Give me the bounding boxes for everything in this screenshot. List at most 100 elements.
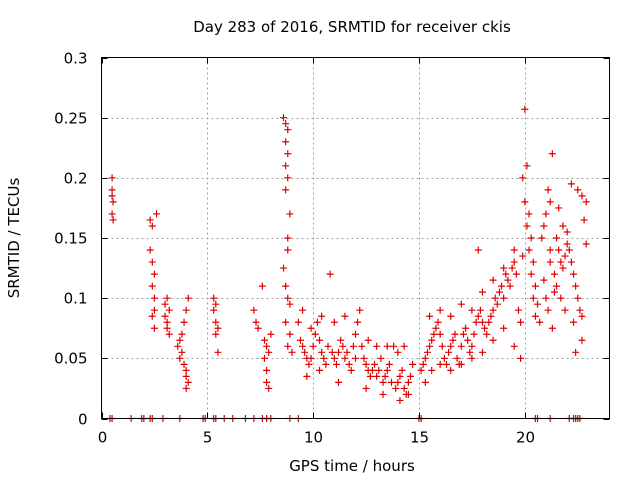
data-point <box>335 348 343 356</box>
data-point <box>578 192 586 200</box>
data-point <box>542 294 550 302</box>
data-point <box>150 324 158 332</box>
data-point <box>341 312 349 320</box>
data-point <box>150 306 158 314</box>
data-point <box>280 264 288 272</box>
data-point <box>540 222 548 230</box>
data-point <box>182 372 190 380</box>
data-point <box>212 330 220 338</box>
data-point <box>360 354 368 362</box>
data-point <box>550 270 558 278</box>
y-tick-label: 0.1 <box>64 290 88 308</box>
data-point <box>542 210 550 218</box>
data-point <box>519 252 527 260</box>
data-point <box>479 288 486 296</box>
x-tick-labels: 0 5 10 15 20 <box>98 429 535 447</box>
data-point <box>373 372 381 380</box>
data-point <box>153 210 161 218</box>
data-point <box>394 348 402 356</box>
data-point <box>502 270 510 278</box>
data-point <box>445 348 453 356</box>
data-point <box>163 294 171 302</box>
data-point <box>527 270 535 278</box>
data-point <box>563 228 571 236</box>
data-point <box>419 360 427 368</box>
data-point <box>352 330 359 338</box>
data-point <box>311 330 319 338</box>
data-point <box>390 342 398 350</box>
data-point <box>383 366 391 374</box>
data-point <box>288 348 296 356</box>
data-point <box>320 354 328 362</box>
data-point <box>174 342 182 350</box>
data-point <box>517 318 525 326</box>
data-point <box>148 312 156 320</box>
data-point <box>449 336 457 344</box>
data-point <box>182 306 190 314</box>
data-point <box>286 300 294 308</box>
data-point <box>440 354 448 362</box>
data-point <box>368 366 376 374</box>
data-point <box>468 342 476 350</box>
data-point <box>182 366 190 374</box>
data-point <box>212 300 220 308</box>
data-point <box>263 366 271 374</box>
data-point <box>578 312 586 320</box>
data-point <box>472 318 480 326</box>
data-point <box>548 150 556 158</box>
data-point <box>184 378 192 386</box>
data-point <box>572 348 580 356</box>
data-point <box>267 330 275 338</box>
data-point <box>546 198 554 206</box>
y-tick-label: 0.05 <box>54 350 87 368</box>
data-point <box>421 378 429 386</box>
data-point <box>546 246 554 254</box>
data-point <box>457 360 465 368</box>
data-point <box>379 390 387 398</box>
data-point <box>326 270 334 278</box>
data-point <box>148 282 156 290</box>
data-point <box>434 318 442 326</box>
data-point <box>567 180 575 188</box>
data-point <box>362 360 370 368</box>
data-point <box>479 318 486 326</box>
data-point <box>252 318 260 326</box>
data-point <box>563 240 571 248</box>
data-point <box>284 126 292 134</box>
data-point <box>489 276 497 284</box>
data-point <box>508 264 516 272</box>
data-point <box>165 330 173 338</box>
data-point <box>296 336 304 344</box>
data-point <box>436 360 444 368</box>
data-point <box>260 336 268 344</box>
data-point <box>263 378 271 386</box>
data-point <box>404 378 412 386</box>
data-point <box>459 330 467 338</box>
data-point <box>447 342 455 350</box>
data-point <box>525 246 533 254</box>
data-point <box>108 186 116 194</box>
data-point <box>523 222 531 230</box>
data-point <box>366 372 374 380</box>
data-point <box>453 354 461 362</box>
data-point <box>474 246 482 254</box>
data-point <box>280 114 288 122</box>
data-point <box>426 342 434 350</box>
data-point <box>282 186 290 194</box>
data-point <box>250 306 258 314</box>
data-point <box>263 342 271 350</box>
data-point <box>284 246 292 254</box>
data-point <box>468 306 476 314</box>
axis-ticks <box>101 57 610 420</box>
data-point <box>421 354 429 362</box>
data-point <box>282 318 290 326</box>
data-point <box>555 204 563 212</box>
data-point <box>394 378 402 386</box>
data-point <box>381 372 389 380</box>
data-point <box>214 324 222 332</box>
data-point <box>559 264 567 272</box>
data-point <box>316 366 324 374</box>
data-point <box>180 360 188 368</box>
data-point <box>570 318 578 326</box>
